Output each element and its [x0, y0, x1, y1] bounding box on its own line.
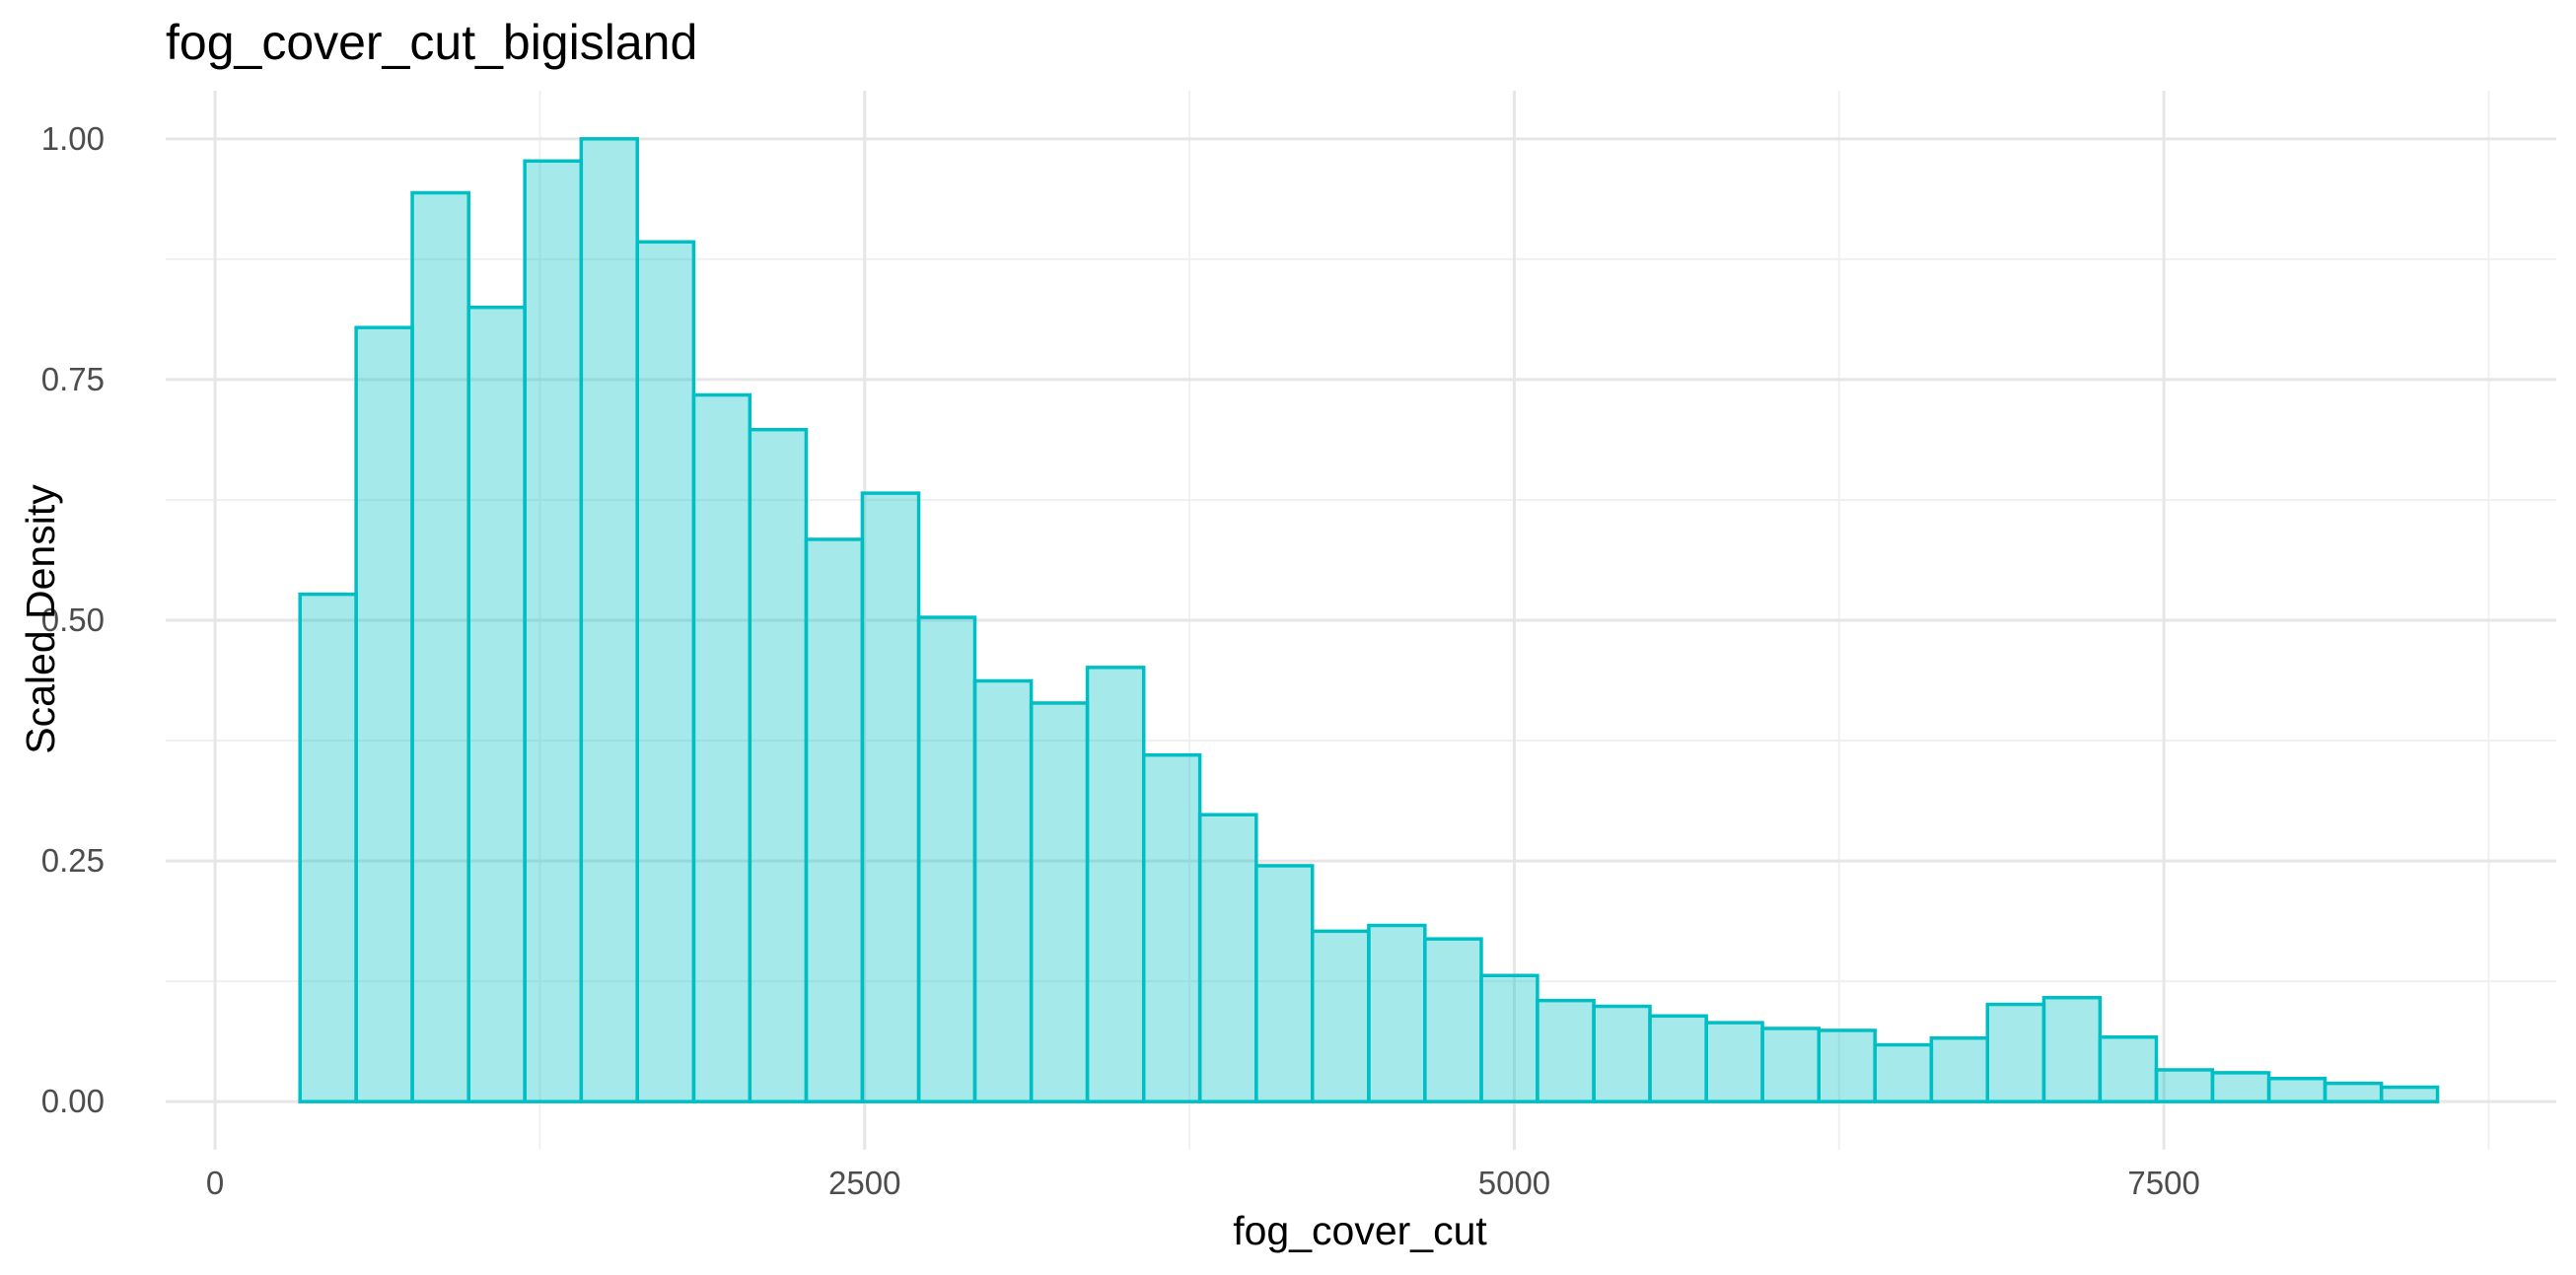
- histogram-bar-28: [1817, 1028, 1877, 1103]
- tick-labels: 0.00 0.25 0.50 0.75 1.00 0 2500 5000 7500: [41, 120, 2200, 1201]
- histogram-bar-38: [2379, 1085, 2440, 1103]
- histogram-bar-31: [1985, 1002, 2046, 1103]
- histogram-bar-7: [635, 240, 696, 1103]
- y-tick-label: 0.50: [41, 602, 105, 638]
- histogram-bar-29: [1873, 1042, 1934, 1103]
- histogram-bar-19: [1310, 929, 1371, 1103]
- histogram-bar-14: [1029, 701, 1090, 1103]
- y-tick-label: 1.00: [41, 120, 105, 157]
- histogram-bar-13: [972, 678, 1034, 1103]
- y-axis-title: Scaled Density: [18, 484, 63, 754]
- histogram-bar-25: [1648, 1014, 1708, 1103]
- histogram-bar-12: [916, 615, 977, 1103]
- x-tick-label: 2500: [828, 1165, 900, 1201]
- x-tick-label: 0: [206, 1165, 224, 1201]
- histogram-bar-15: [1085, 666, 1146, 1103]
- histogram-bar-6: [579, 137, 639, 1103]
- histogram-bar-11: [860, 491, 921, 1103]
- y-tick-label: 0.25: [41, 842, 105, 879]
- histogram-bar-4: [466, 305, 527, 1103]
- histogram-bar-33: [2098, 1035, 2159, 1103]
- x-tick-label: 5000: [1478, 1165, 1550, 1201]
- bars: [298, 137, 2440, 1103]
- histogram-bar-1: [298, 592, 358, 1103]
- histogram-bar-34: [2154, 1068, 2215, 1103]
- histogram-bar-24: [1592, 1004, 1652, 1103]
- histogram-bar-20: [1367, 923, 1427, 1103]
- histogram-bar-26: [1704, 1021, 1764, 1103]
- histogram-bar-36: [2266, 1076, 2327, 1103]
- histogram-bar-30: [1929, 1035, 1989, 1103]
- y-tick-label: 0.00: [41, 1083, 105, 1119]
- histogram-bar-5: [523, 159, 584, 1103]
- histogram-bar-9: [748, 427, 809, 1103]
- histogram-bar-21: [1423, 937, 1483, 1103]
- histogram-bar-3: [410, 190, 470, 1103]
- histogram-bar-10: [804, 537, 865, 1103]
- histogram-bar-2: [354, 325, 414, 1103]
- histogram-bar-37: [2323, 1081, 2384, 1103]
- y-tick-label: 0.75: [41, 361, 105, 397]
- histogram-bar-17: [1197, 813, 1258, 1103]
- histogram-bar-23: [1536, 998, 1596, 1103]
- histogram-bar-35: [2210, 1071, 2271, 1103]
- histogram-bar-32: [2041, 995, 2103, 1103]
- x-axis-title: fog_cover_cut: [1233, 1208, 1487, 1253]
- chart-title: fog_cover_cut_bigisland: [166, 15, 697, 70]
- histogram-bar-16: [1141, 752, 1202, 1103]
- histogram-bar-18: [1254, 864, 1315, 1103]
- histogram-bar-8: [691, 392, 752, 1103]
- histogram-bar-27: [1760, 1027, 1821, 1103]
- histogram-bar-22: [1479, 973, 1539, 1103]
- x-tick-label: 7500: [2127, 1165, 2199, 1201]
